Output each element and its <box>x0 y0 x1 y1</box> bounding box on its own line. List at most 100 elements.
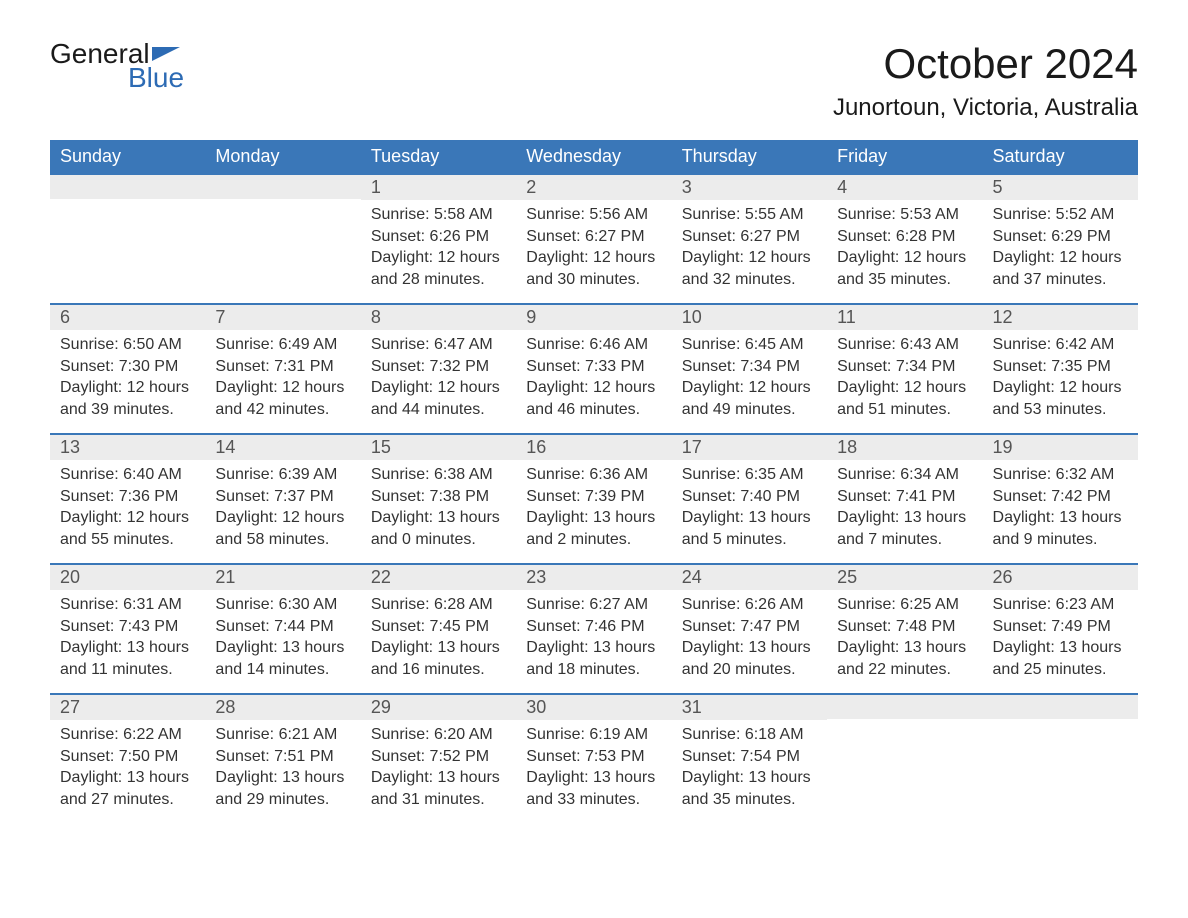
day-details: Sunrise: 6:23 AMSunset: 7:49 PMDaylight:… <box>983 590 1138 690</box>
day-details: Sunrise: 6:35 AMSunset: 7:40 PMDaylight:… <box>672 460 827 560</box>
sunrise-line: Sunrise: 6:26 AM <box>682 594 817 616</box>
day-number <box>827 695 982 719</box>
sunrise-line: Sunrise: 6:50 AM <box>60 334 195 356</box>
daylight-line: Daylight: 13 hours and 20 minutes. <box>682 637 817 680</box>
day-number: 23 <box>516 565 671 590</box>
logo: General Blue <box>50 40 184 92</box>
calendar-cell: 17Sunrise: 6:35 AMSunset: 7:40 PMDayligh… <box>672 433 827 563</box>
calendar-cell: 11Sunrise: 6:43 AMSunset: 7:34 PMDayligh… <box>827 303 982 433</box>
day-number: 13 <box>50 435 205 460</box>
calendar-row: 27 Sunrise: 6:22 AMSunset: 7:50 PM Dayligh… <box>50 693 1138 823</box>
sunset-line: Sunset: 7:54 PM <box>682 746 817 768</box>
calendar-cell: 31Sunrise: 6:18 AMSunset: 7:54 PMDayligh… <box>672 693 827 823</box>
daylight-line: Daylight: 12 hours and 46 minutes. <box>526 377 661 420</box>
day-details: Sunrise: 6:45 AMSunset: 7:34 PMDaylight:… <box>672 330 827 430</box>
calendar-cell: 25Sunrise: 6:25 AMSunset: 7:48 PMDayligh… <box>827 563 982 693</box>
day-details: Sunrise: 6:25 AMSunset: 7:48 PMDaylight:… <box>827 590 982 690</box>
day-number: 12 <box>983 305 1138 330</box>
day-details: Sunrise: 5:58 AMSunset: 6:26 PMDaylight:… <box>361 200 516 300</box>
calendar-cell: 9Sunrise: 6:46 AMSunset: 7:33 PMDaylight… <box>516 303 671 433</box>
sunrise-line: Sunrise: 6:45 AM <box>682 334 817 356</box>
day-number: 15 <box>361 435 516 460</box>
sunrise-line: Sunrise: 5:56 AM <box>526 204 661 226</box>
sunrise-line: Sunrise: 6:42 AM <box>993 334 1128 356</box>
sunset-line: Sunset: 7:33 PM <box>526 356 661 378</box>
day-number: 5 <box>983 175 1138 200</box>
day-number: 19 <box>983 435 1138 460</box>
daylight-line: Daylight: 12 hours and 44 minutes. <box>371 377 506 420</box>
day-details: Sunrise: 6:19 AMSunset: 7:53 PMDaylight:… <box>516 720 671 820</box>
day-details: Sunrise: 6:39 AMSunset: 7:37 PMDaylight:… <box>205 460 360 560</box>
sunrise-line: Sunrise: 6:21 AM <box>215 724 350 746</box>
day-details: Sunrise: 6:40 AMSunset: 7:36 PMDaylight:… <box>50 460 205 560</box>
calendar-cell: 16Sunrise: 6:36 AMSunset: 7:39 PMDayligh… <box>516 433 671 563</box>
sunset-line: Sunset: 7:39 PM <box>526 486 661 508</box>
sunrise-line: Sunrise: 5:52 AM <box>993 204 1128 226</box>
day-details: Sunrise: 6:31 AMSunset: 7:43 PMDaylight:… <box>50 590 205 690</box>
sunset-line: Sunset: 7:41 PM <box>837 486 972 508</box>
day-details: Sunrise: 6:46 AMSunset: 7:33 PMDaylight:… <box>516 330 671 430</box>
sunset-line: Sunset: 7:37 PM <box>215 486 350 508</box>
calendar-cell: 15Sunrise: 6:38 AMSunset: 7:38 PMDayligh… <box>361 433 516 563</box>
sunset-line: Sunset: 7:45 PM <box>371 616 506 638</box>
day-number: 4 <box>827 175 982 200</box>
day-details: Sunrise: 6:28 AMSunset: 7:45 PMDaylight:… <box>361 590 516 690</box>
sunrise-line: Sunrise: 6:34 AM <box>837 464 972 486</box>
calendar-cell: 10Sunrise: 6:45 AMSunset: 7:34 PMDayligh… <box>672 303 827 433</box>
calendar-cell-empty <box>827 693 982 823</box>
sunset-line: Sunset: 6:29 PM <box>993 226 1128 248</box>
daylight-line: Daylight: 12 hours and 42 minutes. <box>215 377 350 420</box>
weekday-header: Monday <box>205 140 360 173</box>
daylight-line: Daylight: 13 hours and 0 minutes. <box>371 507 506 550</box>
sunrise-line: Sunrise: 6:22 AM <box>60 724 195 746</box>
sunrise-line: Sunrise: 6:27 AM <box>526 594 661 616</box>
sunset-line: Sunset: 7:31 PM <box>215 356 350 378</box>
header: General Blue October 2024 Junortoun, Vic… <box>50 40 1138 122</box>
calendar-cell: 26Sunrise: 6:23 AMSunset: 7:49 PMDayligh… <box>983 563 1138 693</box>
day-details: Sunrise: 5:52 AMSunset: 6:29 PMDaylight:… <box>983 200 1138 300</box>
sunrise-line: Sunrise: 6:43 AM <box>837 334 972 356</box>
calendar-row: 20Sunrise: 6:31 AMSunset: 7:43 PMDayligh… <box>50 563 1138 693</box>
sunset-line: Sunset: 7:35 PM <box>993 356 1128 378</box>
daylight-line: Daylight: 12 hours and 28 minutes. <box>371 247 506 290</box>
day-number: 1 <box>361 175 516 200</box>
daylight-line: Daylight: 12 hours and 30 minutes. <box>526 247 661 290</box>
sunrise-line: Sunrise: 6:47 AM <box>371 334 506 356</box>
sunrise-line: Sunrise: 6:31 AM <box>60 594 195 616</box>
day-number: 27 <box>50 695 205 720</box>
day-details: Sunrise: 6:34 AMSunset: 7:41 PMDaylight:… <box>827 460 982 560</box>
daylight-line: Daylight: 13 hours and 31 minutes. <box>371 767 506 810</box>
sunrise-line: Sunrise: 6:38 AM <box>371 464 506 486</box>
sunset-line: Sunset: 6:27 PM <box>526 226 661 248</box>
day-number: 3 <box>672 175 827 200</box>
daylight-line: Daylight: 13 hours and 33 minutes. <box>526 767 661 810</box>
day-details: Sunrise: 5:53 AMSunset: 6:28 PMDaylight:… <box>827 200 982 300</box>
sunset-line: Sunset: 7:50 PM <box>60 746 195 768</box>
sunset-line: Sunset: 6:26 PM <box>371 226 506 248</box>
daylight-line: Daylight: 13 hours and 7 minutes. <box>837 507 972 550</box>
daylight-line: Daylight: 13 hours and 29 minutes. <box>215 767 350 810</box>
day-details: Sunrise: 6:27 AMSunset: 7:46 PMDaylight:… <box>516 590 671 690</box>
weekday-header: Tuesday <box>361 140 516 173</box>
sunrise-line: Sunrise: 6:23 AM <box>993 594 1128 616</box>
sunset-line: Sunset: 7:34 PM <box>837 356 972 378</box>
sunset-line: Sunset: 7:40 PM <box>682 486 817 508</box>
sunset-line: Sunset: 7:30 PM <box>60 356 195 378</box>
day-number: 25 <box>827 565 982 590</box>
calendar-cell: 18Sunrise: 6:34 AMSunset: 7:41 PMDayligh… <box>827 433 982 563</box>
sunset-line: Sunset: 7:52 PM <box>371 746 506 768</box>
sunset-line: Sunset: 7:51 PM <box>215 746 350 768</box>
day-number <box>983 695 1138 719</box>
sunrise-line: Sunrise: 5:58 AM <box>371 204 506 226</box>
daylight-line: Daylight: 12 hours and 58 minutes. <box>215 507 350 550</box>
day-number: 24 <box>672 565 827 590</box>
day-details: Sunrise: 6:47 AMSunset: 7:32 PMDaylight:… <box>361 330 516 430</box>
sunrise-line: Sunrise: 5:53 AM <box>837 204 972 226</box>
day-details: Sunrise: 6:50 AMSunset: 7:30 PMDaylight:… <box>50 330 205 430</box>
day-number: 10 <box>672 305 827 330</box>
daylight-line: Daylight: 12 hours and 32 minutes. <box>682 247 817 290</box>
daylight-line: Daylight: 13 hours and 16 minutes. <box>371 637 506 680</box>
day-details: Sunrise: 6:36 AMSunset: 7:39 PMDaylight:… <box>516 460 671 560</box>
calendar-cell: 24Sunrise: 6:26 AMSunset: 7:47 PMDayligh… <box>672 563 827 693</box>
daylight-line: Daylight: 13 hours and 5 minutes. <box>682 507 817 550</box>
